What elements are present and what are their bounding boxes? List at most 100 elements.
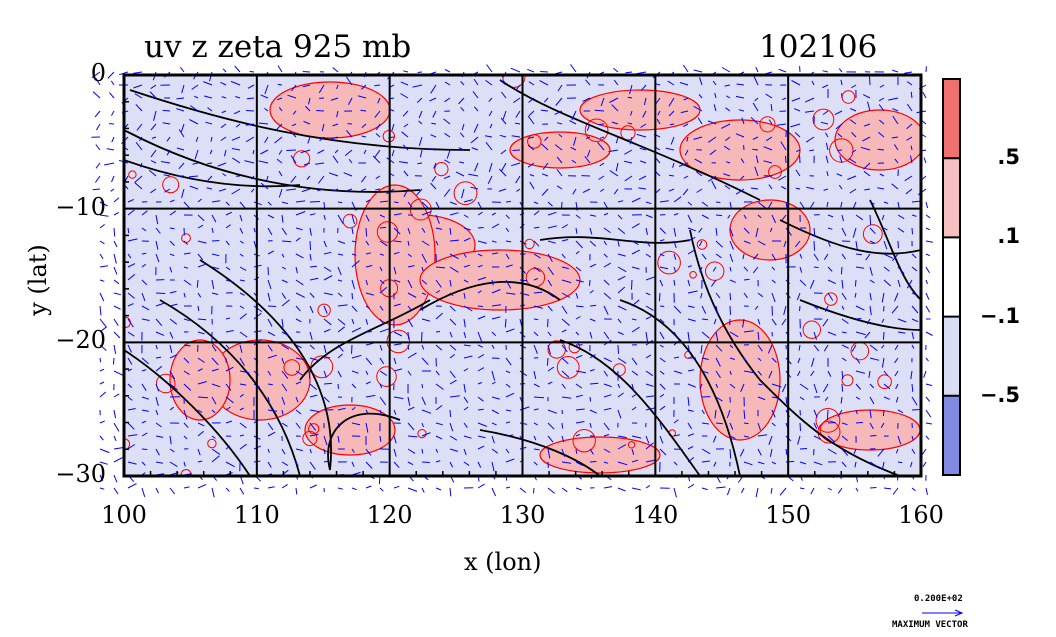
wind-vector [841,344,849,349]
wind-vector [533,201,539,205]
wind-vector [351,370,359,374]
wind-vector [603,461,609,464]
wind-vector [211,279,215,290]
wind-vector [835,123,843,130]
wind-vector [207,162,213,165]
wind-vector [225,445,231,450]
wind-vector [308,370,311,379]
wind-vector [309,201,320,203]
vorticity-positive-region [539,436,661,474]
vorticity-contour [705,261,725,281]
wind-vector [659,422,663,430]
wind-vector [729,435,736,440]
wind-vector [505,200,511,203]
wind-vector [527,162,535,168]
wind-vector [183,240,189,245]
wind-vector [99,448,110,454]
wind-vector [323,292,333,296]
wind-vector [260,149,269,155]
wind-vector [617,487,626,492]
wind-vector [911,318,919,323]
wind-vector [491,212,496,216]
wind-vector [715,253,722,259]
wind-vector [309,265,317,268]
wind-vector [659,344,664,348]
wind-vector [309,305,314,314]
wind-vector [790,123,801,128]
wind-vector [687,396,690,407]
wind-vector [188,175,199,178]
wind-vector [416,188,423,196]
wind-vector [253,227,256,233]
wind-vector [822,110,829,116]
wind-vector [471,147,479,151]
wind-vector [281,299,290,307]
wind-vector [673,331,678,338]
wind-vector [449,331,453,338]
wind-vector [435,279,442,288]
wind-vector [463,448,467,456]
wind-vector [883,227,888,231]
wind-vector [407,279,413,289]
wind-vector [827,448,837,455]
wind-vector [488,110,493,117]
wind-vector [752,266,759,274]
wind-vector [867,101,871,112]
wind-vector [629,84,633,95]
wind-vector [365,240,370,246]
wind-vector [659,200,669,203]
wind-vector [295,200,306,203]
wind-vector [882,331,885,340]
wind-vector [631,266,640,270]
wind-vector [134,93,143,99]
wind-vector [449,212,459,216]
wind-vector [743,240,751,244]
wind-vector [169,435,172,445]
wind-vector [169,227,175,230]
wind-vector [742,253,745,260]
wind-vector [659,227,666,234]
wind-vector [197,224,204,229]
wind-vector [640,84,647,91]
wind-vector [897,214,905,220]
wind-vector [91,71,101,79]
wind-vector [267,214,275,219]
wind-vector [701,370,709,374]
wind-vector [491,370,496,381]
wind-vector [267,292,271,302]
wind-vector [597,141,605,151]
wind-vector [743,435,750,438]
wind-vector [555,71,563,75]
wind-vector [673,305,682,314]
wind-vector [463,214,469,218]
wind-vector [533,370,537,380]
wind-vector [533,396,544,399]
wind-vector [547,225,558,229]
wind-vector [99,253,104,260]
wind-vector [463,237,471,242]
wind-vector [150,84,157,90]
wind-vector [133,71,143,74]
wind-vector [505,458,515,463]
wind-vector [767,344,773,354]
wind-vector [365,318,369,325]
wind-vector [361,123,367,128]
wind-vector [603,262,612,268]
wind-vector [922,461,927,467]
wind-vector [725,107,731,112]
wind-vector [852,227,857,238]
wind-vector [393,357,397,365]
wind-vector [673,448,683,450]
wind-vector [505,409,512,412]
wind-vector [463,305,473,312]
wind-vector [757,344,763,352]
wind-vector [323,275,333,281]
wind-vector [682,64,689,73]
wind-vector [183,357,190,364]
wind-vector [799,487,805,490]
wind-vector [347,97,353,106]
wind-vector [421,305,424,311]
wind-vector [724,185,731,190]
wind-vector [220,136,227,142]
height-contour [689,229,901,476]
